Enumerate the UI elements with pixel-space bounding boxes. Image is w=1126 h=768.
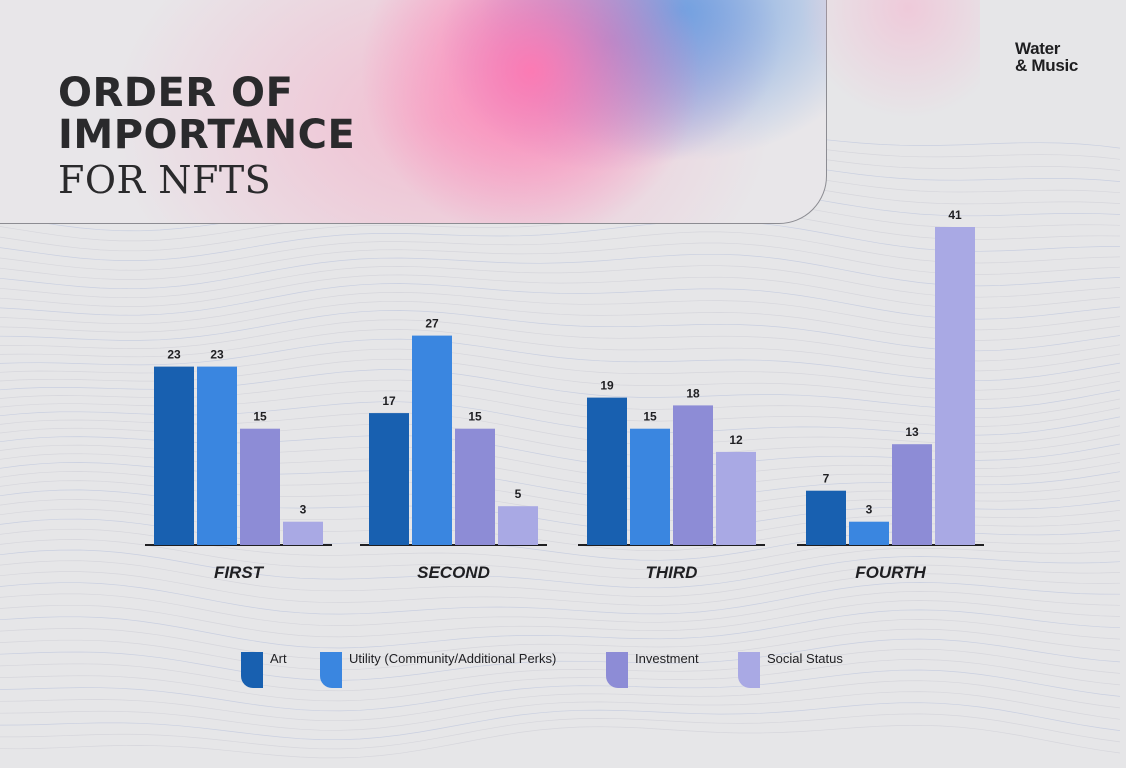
background-glow — [800, 0, 980, 120]
bar-third-investment — [673, 405, 713, 545]
legend-label-social-status: Social Status — [767, 651, 843, 666]
background-line — [0, 319, 1121, 362]
background-line — [0, 619, 1121, 660]
background-line — [0, 283, 1121, 320]
bar-first-art — [154, 366, 194, 545]
background-line — [0, 638, 1121, 681]
bar-second-investment — [455, 428, 495, 545]
background-line — [0, 231, 1121, 271]
background-line — [0, 591, 1121, 626]
data-label-third-investment: 18 — [686, 386, 700, 400]
data-label-first-utility-community-additional-perks: 23 — [210, 348, 224, 362]
background-line — [0, 600, 1121, 638]
data-label-first-investment: 15 — [253, 410, 267, 424]
legend-label-utility: Utility (Community/Additional Perks) — [349, 651, 557, 666]
data-label-fourth-art: 7 — [823, 472, 830, 486]
legend-swatch-social-status — [738, 652, 760, 688]
background-line — [0, 560, 1121, 597]
logo-line-1: Water — [1015, 39, 1061, 58]
category-label-first: FIRST — [214, 563, 265, 582]
chart-legend: Art Utility (Community/Additional Perks)… — [0, 651, 1126, 691]
data-label-first-social-status: 3 — [300, 503, 307, 517]
logo-line-2: & Music — [1015, 56, 1079, 75]
background-line — [0, 609, 1121, 649]
category-label-third: THIRD — [646, 563, 698, 582]
category-label-second: SECOND — [417, 563, 490, 582]
data-label-fourth-social-status: 41 — [948, 208, 962, 222]
bar-fourth-utility-community-additional-perks — [849, 521, 889, 545]
data-label-third-utility-community-additional-perks: 15 — [643, 410, 657, 424]
background-line — [0, 329, 1121, 372]
data-label-second-utility-community-additional-perks: 27 — [425, 317, 439, 331]
category-label-fourth: FOURTH — [855, 563, 926, 582]
background-line — [0, 571, 1121, 606]
bar-first-investment — [240, 428, 280, 545]
background-line — [0, 338, 1121, 382]
background-line — [0, 310, 1121, 352]
data-label-fourth-investment: 13 — [905, 425, 919, 439]
background-line — [0, 300, 1121, 341]
data-label-fourth-utility-community-additional-perks: 3 — [866, 503, 873, 517]
background-line — [0, 292, 1121, 331]
data-label-second-social-status: 5 — [515, 487, 522, 501]
background-line — [0, 242, 1121, 280]
background-line — [0, 549, 1121, 589]
background-line — [0, 713, 1121, 750]
bar-third-art — [587, 397, 627, 545]
background-line — [0, 724, 1121, 759]
background-line — [0, 220, 1121, 261]
bar-second-social-status — [498, 506, 538, 545]
bar-second-art — [369, 413, 409, 545]
legend-swatch-investment — [606, 652, 628, 688]
water-and-music-logo: Water & Music — [1015, 40, 1078, 74]
data-label-second-art: 17 — [382, 394, 396, 408]
title-card — [0, 0, 827, 224]
legend-swatch-utility — [320, 652, 342, 688]
data-label-third-art: 19 — [600, 379, 614, 393]
background-line — [0, 265, 1121, 299]
bar-third-utility-community-additional-perks — [630, 428, 670, 545]
background-line — [0, 648, 1121, 692]
background-line — [0, 539, 1121, 580]
bar-fourth-art — [806, 490, 846, 545]
background-line — [0, 582, 1121, 615]
bar-first-social-status — [283, 521, 323, 545]
bar-second-utility-community-additional-perks — [412, 335, 452, 545]
legend-swatch-art — [241, 652, 263, 688]
background-line — [0, 680, 1121, 722]
data-label-third-social-status: 12 — [729, 433, 743, 447]
data-label-second-investment: 15 — [468, 410, 482, 424]
bar-fourth-investment — [892, 444, 932, 545]
data-label-first-art: 23 — [167, 348, 181, 362]
background-line — [0, 253, 1121, 290]
background-line — [0, 691, 1121, 731]
background-line — [0, 659, 1121, 702]
title-line-1: ORDER OF — [58, 70, 294, 116]
legend-label-art: Art — [270, 651, 287, 666]
bar-first-utility-community-additional-perks — [197, 366, 237, 545]
background-line — [0, 209, 1121, 252]
legend-label-investment: Investment — [635, 651, 699, 666]
page-title: ORDER OF IMPORTANCE FOR NFTS — [58, 72, 355, 202]
title-line-2: IMPORTANCE — [58, 112, 356, 158]
bar-fourth-social-status — [935, 227, 975, 545]
bar-third-social-status — [716, 451, 756, 545]
background-line — [0, 628, 1121, 671]
background-line — [0, 669, 1121, 712]
background-line — [0, 702, 1121, 741]
background-line — [0, 274, 1121, 309]
title-line-3: FOR NFTS — [58, 158, 272, 202]
